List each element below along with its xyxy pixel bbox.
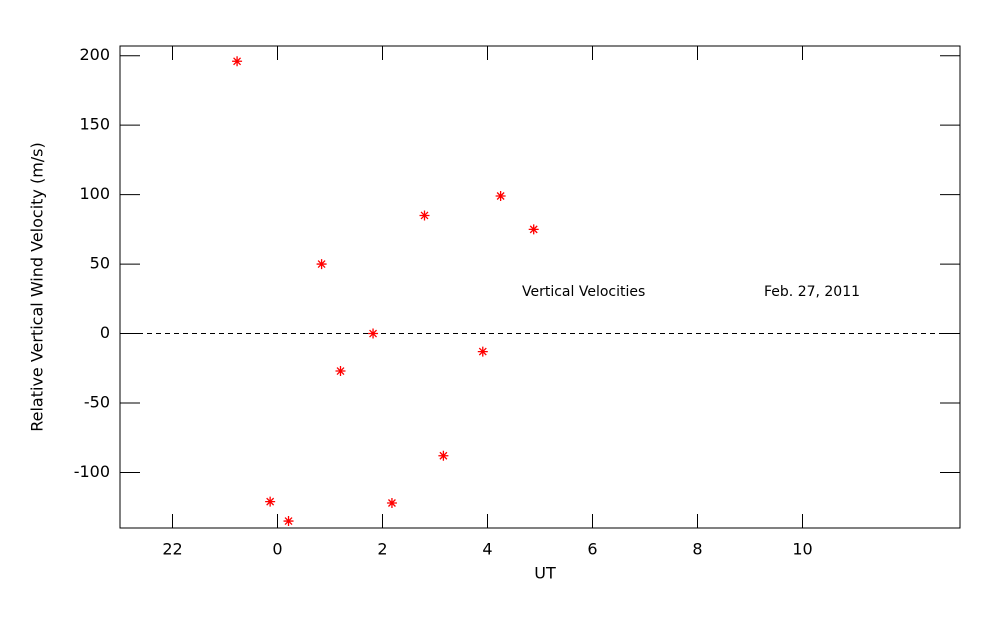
x-tick-label: 22 [162, 540, 182, 559]
y-tick-label: 200 [79, 45, 110, 64]
x-axis-label: UT [534, 564, 556, 583]
x-tick-label: 10 [792, 540, 812, 559]
point [368, 328, 379, 339]
point [232, 56, 243, 67]
point [386, 497, 397, 508]
y-tick-label: 150 [79, 115, 110, 134]
point [283, 516, 294, 527]
y-axis-label: Relative Vertical Wind Velocity (m/s) [28, 142, 47, 432]
y-tick-label: 0 [100, 323, 110, 342]
x-tick-label: 4 [482, 540, 492, 559]
point [335, 366, 346, 377]
x-tick-label: 8 [692, 540, 702, 559]
point [438, 450, 449, 461]
x-tick-label: 0 [272, 540, 282, 559]
y-tick-label: -100 [74, 462, 110, 481]
point [477, 346, 488, 357]
point [495, 191, 506, 202]
annotation: Feb. 27, 2011 [764, 284, 860, 300]
plot-frame [119, 45, 961, 529]
annotation: Vertical Velocities [522, 284, 645, 300]
x-tick-label: 6 [587, 540, 597, 559]
point [528, 224, 539, 235]
point [316, 259, 327, 270]
y-tick-label: 50 [90, 254, 110, 273]
y-tick-label: -50 [84, 392, 110, 411]
point [265, 496, 276, 507]
x-tick-label: 2 [377, 540, 387, 559]
y-tick-label: 100 [79, 184, 110, 203]
point [419, 210, 430, 221]
